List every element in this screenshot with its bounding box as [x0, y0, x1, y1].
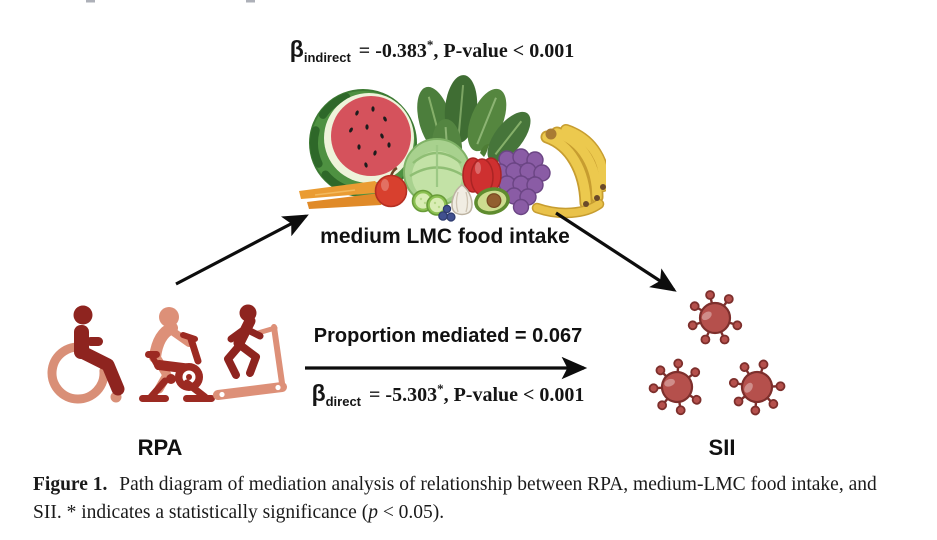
banana-icon — [531, 124, 606, 219]
virus-icon — [721, 351, 792, 419]
garlic-icon — [451, 184, 473, 216]
significance-asterisk: * — [426, 37, 434, 52]
apple-icon — [374, 166, 408, 208]
virus-icon — [687, 289, 743, 345]
direct-effect-stat: βdirect = -5.303*, P-value < 0.001 — [298, 380, 598, 409]
exposure-label: RPA — [137, 435, 183, 460]
avocado-icon — [474, 187, 510, 215]
cucumber-slices-icon — [411, 189, 448, 216]
figure-caption-text: Path diagram of mediation analysis of re… — [33, 474, 877, 523]
arrow-exposure-to-mediator — [175, 214, 309, 286]
beta-value: = -5.303 — [369, 384, 438, 406]
page-crop-artifact — [86, 0, 95, 3]
grapes-icon — [491, 148, 551, 216]
p-value-text: , P-value < 0.001 — [433, 40, 575, 62]
exercise-bike-icon — [139, 307, 215, 402]
figure-caption-label: Figure 1. — [33, 474, 108, 495]
p-value-text: , P-value < 0.001 — [443, 384, 585, 406]
beta-subscript: direct — [325, 394, 362, 409]
wheelchair-icon — [47, 305, 125, 404]
significance-asterisk: * — [437, 381, 444, 396]
rpa-icon-group — [47, 304, 287, 404]
figure-caption: Figure 1. Path diagram of mediation anal… — [33, 471, 905, 526]
beta-symbol: β — [311, 380, 326, 406]
page-crop-artifact — [246, 0, 255, 3]
beta-value: = -0.383 — [358, 40, 427, 62]
fruits-and-vegetables-illustration — [299, 75, 606, 222]
beta-symbol: β — [289, 36, 304, 62]
blueberries-icon — [438, 204, 456, 222]
watermelon-icon — [309, 89, 417, 197]
virus-icon — [643, 352, 711, 419]
figure-caption-italic-p: p — [368, 501, 378, 523]
beta-subscript: indirect — [303, 50, 351, 65]
figure-caption-text-end: < 0.05). — [377, 501, 445, 523]
bell-pepper-icon — [462, 144, 502, 196]
indirect-effect-stat: βindirect = -0.383*, P-value < 0.001 — [262, 36, 602, 65]
carrot-icon — [299, 181, 384, 209]
treadmill-runner-icon — [213, 304, 287, 400]
proportion-mediated-stat: Proportion mediated = 0.067 — [313, 325, 583, 347]
mediator-label: medium LMC food intake — [320, 225, 570, 248]
sii-icon-group — [643, 289, 792, 419]
outcome-label: SII — [708, 435, 736, 460]
